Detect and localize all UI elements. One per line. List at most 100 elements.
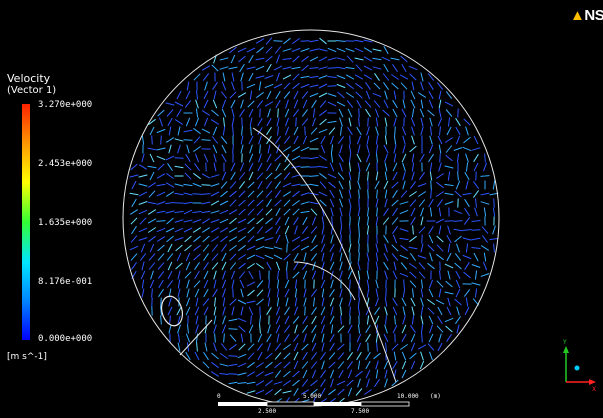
velocity-vector: [471, 147, 481, 151]
velocity-vector: [357, 162, 361, 172]
velocity-vector: [428, 315, 434, 325]
velocity-vector: [211, 361, 219, 369]
velocity-vector: [140, 243, 146, 253]
velocity-vector: [311, 324, 317, 334]
velocity-vector: [300, 201, 310, 205]
velocity-vector: [195, 315, 199, 325]
velocity-vector: [187, 324, 189, 334]
velocity-vector: [401, 297, 407, 307]
velocity-vector: [293, 216, 299, 226]
velocity-vector: [373, 352, 381, 360]
velocity-vector: [130, 217, 138, 225]
velocity-vector: [391, 343, 399, 351]
velocity-vector: [363, 56, 373, 62]
velocity-vector: [394, 126, 396, 136]
velocity-vector: [264, 83, 274, 89]
velocity-vector: [129, 245, 139, 251]
velocity-vector: [418, 226, 426, 234]
velocity-vector: [292, 316, 300, 324]
velocity-vector: [267, 342, 271, 352]
velocity-vector: [420, 243, 424, 253]
velocity-vector: [275, 261, 281, 271]
velocity-vector: [203, 253, 209, 261]
velocity-vector: [401, 351, 407, 361]
velocity-vector: [347, 126, 353, 136]
velocity-vector: [264, 246, 274, 250]
velocity-vector: [365, 162, 371, 172]
velocity-vector: [265, 361, 273, 369]
velocity-vector: [176, 252, 182, 262]
velocity-vector: [480, 201, 490, 205]
velocity-vector: [410, 90, 416, 100]
velocity-vector: [337, 91, 345, 99]
velocity-vector: [430, 189, 432, 199]
velocity-vector: [311, 315, 317, 325]
velocity-vector: [276, 333, 280, 343]
velocity-vector: [336, 380, 346, 386]
velocity-vector: [484, 153, 486, 163]
velocity-vector: [363, 74, 373, 80]
velocity-vector: [259, 324, 261, 334]
velocity-vector: [276, 117, 280, 127]
velocity-vector: [310, 244, 318, 252]
velocity-vector: [383, 333, 389, 343]
velocity-vector: [255, 254, 265, 260]
axis-triad[interactable]: Y X: [555, 336, 599, 392]
velocity-vector: [445, 280, 453, 288]
velocity-vector: [375, 252, 379, 262]
velocity-vector: [471, 229, 481, 231]
velocity-vector: [228, 236, 238, 242]
velocity-vector: [300, 146, 310, 152]
velocity-vector: [436, 181, 444, 189]
velocity-vector: [274, 181, 282, 189]
velocity-vector: [329, 198, 335, 208]
velocity-vector: [160, 315, 162, 325]
velocity-vector: [376, 189, 378, 199]
velocity-vector: [238, 55, 246, 63]
velocity-vector: [318, 75, 328, 79]
velocity-vector: [184, 100, 192, 108]
velocity-vector: [365, 324, 371, 334]
velocity-vector: [304, 306, 306, 316]
velocity-vector: [284, 279, 290, 289]
velocity-vector: [337, 325, 345, 333]
velocity-vector: [258, 153, 262, 163]
velocity-vector: [213, 315, 217, 325]
velocity-vector: [401, 126, 407, 136]
velocity-vector: [201, 193, 211, 195]
velocity-vector: [247, 235, 255, 243]
velocity-vector: [276, 279, 280, 289]
velocity-vector: [247, 217, 255, 225]
velocity-vector: [291, 174, 301, 178]
velocity-vector: [465, 162, 469, 172]
velocity-vector: [131, 225, 137, 235]
velocity-vector: [437, 315, 443, 325]
velocity-vector: [203, 262, 209, 270]
velocity-vector: [420, 81, 424, 91]
velocity-vector: [321, 333, 325, 343]
velocity-vector: [392, 306, 398, 316]
velocity-vector: [228, 328, 238, 330]
velocity-vector: [213, 306, 217, 316]
velocity-vector: [301, 226, 309, 234]
velocity-vector: [447, 297, 451, 307]
velocity-vector: [157, 244, 165, 252]
velocity-vector: [256, 362, 264, 368]
velocity-vector: [286, 243, 288, 253]
velocity-vector: [277, 126, 279, 136]
velocity-vector: [138, 191, 148, 197]
velocity-vector: [473, 162, 479, 172]
velocity-vector: [420, 297, 424, 307]
velocity-vector: [331, 216, 333, 226]
velocity-vector: [266, 162, 272, 172]
velocity-vector: [408, 246, 418, 250]
velocity-vector: [283, 208, 291, 216]
velocity-vector: [167, 270, 173, 280]
velocity-vector: [248, 306, 254, 316]
velocity-vector: [193, 280, 201, 288]
velocity-vector: [310, 127, 318, 135]
velocity-vector: [309, 175, 319, 177]
velocity-vector: [255, 38, 265, 44]
